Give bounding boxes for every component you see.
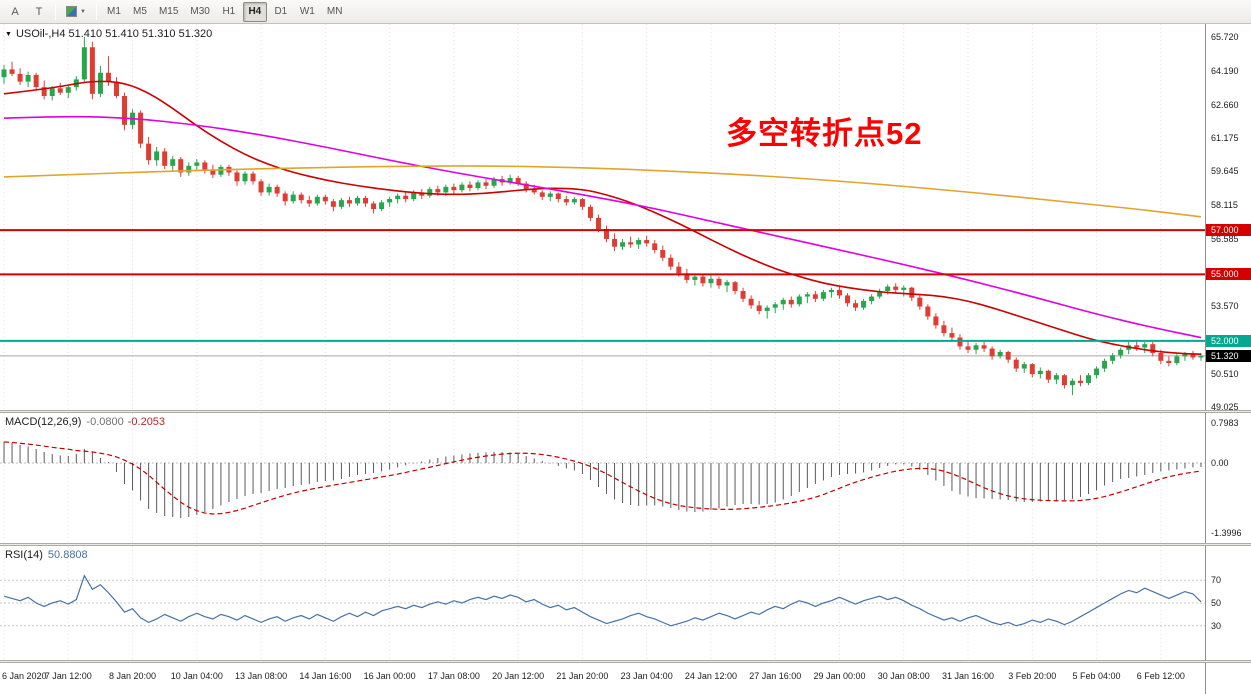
price-axis-label: -1.3996 xyxy=(1211,528,1242,538)
price-badge: 57.000 xyxy=(1206,224,1251,237)
timeframe-h4-button[interactable]: H4 xyxy=(242,1,267,22)
time-axis[interactable]: 6 Jan 2020 7 Jan 12:00 8 Jan 20:00 10 Jan 0… xyxy=(0,663,1205,694)
time-axis-label: 6 Feb 12:00 xyxy=(1136,671,1185,681)
timeframe-m30-button[interactable]: M30 xyxy=(185,2,214,22)
caret-down-icon: ▼ xyxy=(80,8,86,15)
price-axis-label: 50 xyxy=(1211,598,1222,608)
panel-separator[interactable] xyxy=(0,410,1251,413)
symbol-ohlc-text: USOil-,H4 51.410 51.410 51.310 51.320 xyxy=(15,28,213,40)
macd-signal-line xyxy=(3,441,1202,515)
panel-separator[interactable] xyxy=(0,660,1251,663)
vertical-gridlines xyxy=(3,24,1162,410)
time-axis-label: 27 Jan 16:00 xyxy=(749,671,802,681)
timeframe-m5-button[interactable]: M5 xyxy=(128,2,152,22)
time-axis-label: 13 Jan 08:00 xyxy=(235,671,288,681)
price-badge: 55.000 xyxy=(1206,268,1251,281)
price-axis-label: 64.190 xyxy=(1211,65,1239,76)
price-badge: 51.320 xyxy=(1206,349,1251,362)
candles-group xyxy=(1,36,1204,396)
time-axis-label: 7 Jan 12:00 xyxy=(44,671,92,681)
palette-icon xyxy=(66,6,77,17)
time-axis-label: 16 Jan 00:00 xyxy=(363,671,416,681)
annotation-tool-button[interactable]: A xyxy=(4,2,26,22)
time-axis-label: 3 Feb 20:00 xyxy=(1008,671,1057,681)
timeframe-m1-button[interactable]: M1 xyxy=(102,2,126,22)
time-axis-label: 21 Jan 20:00 xyxy=(556,671,609,681)
price-axis-label: 56.585 xyxy=(1211,234,1239,245)
symbol-info: ▼ USOil-,H4 51.410 51.410 51.310 51.320 xyxy=(5,28,212,40)
ma-mid-magenta xyxy=(3,115,1202,339)
timeframe-buttons: M1 M5 M15 M30 H1 H4 D1 W1 MN xyxy=(101,1,348,22)
macd-main-value: -0.0800 xyxy=(86,416,124,428)
panel-separator[interactable] xyxy=(0,543,1251,546)
timeframe-mn-button[interactable]: MN xyxy=(322,2,348,22)
rsi-chart xyxy=(0,546,1205,660)
price-axis[interactable]: 65.720 64.190 62.660 61.175 59.645 58.115 56.5… xyxy=(1205,24,1251,694)
price-axis-label: 61.175 xyxy=(1211,132,1239,143)
price-axis-label: 0.7983 xyxy=(1211,418,1239,428)
price-axis-label: 62.660 xyxy=(1211,99,1239,110)
rsi-line xyxy=(3,574,1202,627)
price-axis-label: 50.510 xyxy=(1211,368,1239,379)
tools-dropdown-button[interactable]: ▼ xyxy=(61,2,91,22)
time-axis-label: 23 Jan 04:00 xyxy=(620,671,673,681)
candlestick-chart[interactable] xyxy=(0,24,1205,410)
ma-fast-red xyxy=(3,80,1202,355)
time-axis-label: 17 Jan 08:00 xyxy=(427,671,480,681)
price-axis-label: 0.00 xyxy=(1211,457,1229,468)
price-axis-label: 58.115 xyxy=(1211,200,1238,211)
time-axis-label: 30 Jan 08:00 xyxy=(877,671,930,681)
toolbar: A T ▼ M1 M5 M15 M30 H1 H4 D1 W1 MN xyxy=(0,0,1251,24)
time-axis-label: 10 Jan 04:00 xyxy=(170,671,223,681)
rsi-title: RSI(14) xyxy=(5,549,43,561)
time-axis-label: 20 Jan 12:00 xyxy=(492,671,545,681)
price-axis-label: 59.645 xyxy=(1211,166,1239,177)
rsi-panel[interactable]: RSI(14) 50.8808 xyxy=(0,546,1205,660)
toolbar-separator xyxy=(55,3,56,20)
time-axis-label: 24 Jan 12:00 xyxy=(684,671,737,681)
price-axis-label: 65.720 xyxy=(1211,31,1239,42)
time-axis-label: 14 Jan 16:00 xyxy=(299,671,352,681)
ma-slow-orange xyxy=(3,165,1202,218)
price-axis-label: 70 xyxy=(1211,575,1222,586)
vertical-gridlines xyxy=(3,413,1162,543)
rsi-label: RSI(14) 50.8808 xyxy=(5,549,88,561)
chart-annotation-text[interactable]: 多空转折点52 xyxy=(726,116,923,151)
timeframe-h1-button[interactable]: H1 xyxy=(217,2,241,22)
text-tool-button[interactable]: T xyxy=(28,2,50,22)
chart-menu-arrow-icon[interactable]: ▼ xyxy=(5,30,12,38)
time-axis-label: 5 Feb 04:00 xyxy=(1072,671,1121,681)
time-axis-label: 6 Jan 2020 xyxy=(2,671,47,681)
price-axis-label: 30 xyxy=(1211,620,1222,631)
macd-title: MACD(12,26,9) xyxy=(5,416,82,428)
toolbar-separator xyxy=(95,3,97,20)
time-axis-label: 29 Jan 00:00 xyxy=(813,671,866,681)
timeframe-w1-button[interactable]: W1 xyxy=(295,2,320,22)
main-chart-panel[interactable]: ▼ USOil-,H4 51.410 51.410 51.310 51.320 … xyxy=(0,24,1205,410)
macd-signal-value: -0.2053 xyxy=(127,416,166,428)
macd-panel[interactable]: MACD(12,26,9) -0.0800 -0.2053 xyxy=(0,413,1205,543)
macd-chart xyxy=(0,413,1205,543)
timeframe-d1-button[interactable]: D1 xyxy=(269,2,293,22)
rsi-value: 50.8808 xyxy=(47,549,88,561)
macd-label: MACD(12,26,9) -0.0800 -0.2053 xyxy=(5,416,165,428)
time-axis-label: 31 Jan 16:00 xyxy=(941,671,995,681)
price-axis-label: 53.570 xyxy=(1211,301,1239,312)
time-axis-label: 8 Jan 20:00 xyxy=(109,671,157,681)
price-badge: 52.000 xyxy=(1206,334,1251,347)
price-axis-label: 49.025 xyxy=(1211,401,1239,412)
macd-histogram xyxy=(3,441,1202,519)
timeframe-m15-button[interactable]: M15 xyxy=(154,2,183,22)
